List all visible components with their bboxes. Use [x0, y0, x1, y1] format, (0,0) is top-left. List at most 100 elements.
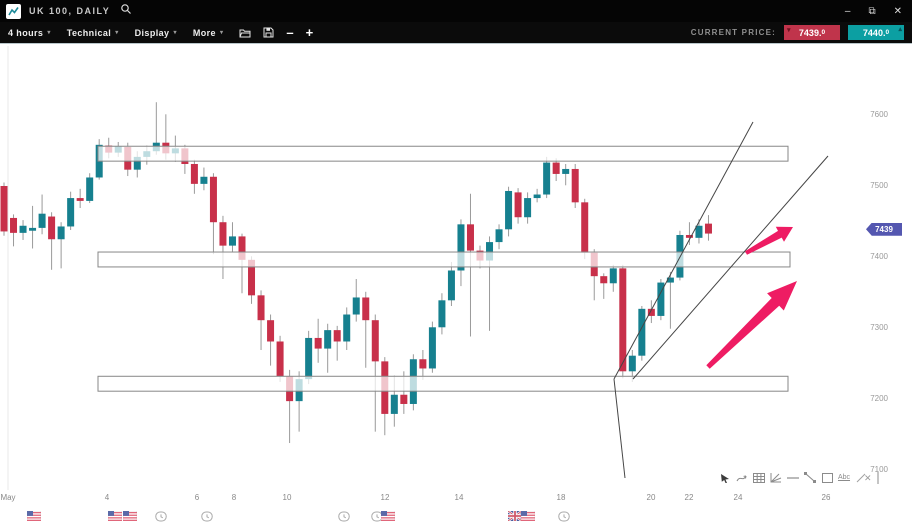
vertical-line-tool-icon[interactable]	[872, 471, 884, 484]
buy-price-button[interactable]: 7440. 0 ▴	[848, 25, 904, 40]
candle	[352, 297, 360, 315]
candle	[333, 330, 341, 342]
trendline	[613, 121, 754, 380]
cursor-tool-icon[interactable]	[719, 471, 731, 484]
angle-lines-tool-icon[interactable]	[770, 471, 782, 484]
candle	[219, 222, 227, 246]
current-price-label: CURRENT PRICE:	[690, 28, 776, 37]
candle	[457, 224, 465, 271]
candle	[638, 308, 646, 356]
save-icon[interactable]	[263, 27, 274, 38]
up-arrow-annotation	[745, 226, 793, 255]
chart-toolbar: 4 hours ▾ Technical ▾ Display ▾ More ▾ –…	[0, 22, 912, 44]
candle	[447, 270, 455, 301]
candle	[428, 327, 436, 369]
zoom-out-button[interactable]: –	[286, 25, 294, 40]
down-tick-icon: ▾	[787, 27, 791, 34]
candle	[685, 234, 693, 238]
more-menu[interactable]: More ▾	[192, 27, 224, 38]
timeframe-menu[interactable]: 4 hours ▾	[8, 27, 51, 38]
price-tick: 7100	[870, 465, 888, 474]
candle	[190, 163, 198, 184]
time-tick: 12	[380, 493, 390, 502]
axis-close-icon[interactable]: ✕	[864, 473, 872, 483]
text-tool-icon[interactable]: Abc	[837, 474, 851, 481]
chart-area[interactable]: 7600 7500 7400 7300 7200 7100 7439 May 4 6 8 10 12…	[0, 44, 912, 527]
candle	[704, 223, 712, 234]
candle	[133, 156, 141, 170]
curve-tool-icon[interactable]	[736, 471, 748, 484]
time-tick: 4	[104, 493, 110, 502]
candle	[314, 337, 322, 349]
clock-icon	[201, 511, 213, 522]
candle	[0, 186, 8, 232]
candle	[248, 259, 256, 296]
price-tick: 7600	[870, 110, 888, 119]
candle	[86, 177, 94, 201]
display-menu[interactable]: Display ▾	[134, 27, 177, 38]
candle	[657, 282, 665, 316]
candle	[647, 308, 655, 316]
candle	[38, 213, 46, 228]
us-flag-icon	[381, 511, 395, 521]
price-zone	[97, 145, 789, 162]
candle	[67, 198, 75, 227]
candle	[57, 226, 65, 240]
time-tick: 6	[194, 493, 200, 502]
trendline-tool-icon[interactable]	[804, 471, 816, 484]
drawing-toolbar: Abc	[719, 471, 884, 484]
candle	[695, 225, 703, 238]
diagonal-tool-icon[interactable]	[855, 471, 867, 484]
candle	[29, 227, 37, 231]
chevron-down-icon: ▾	[115, 30, 119, 36]
chevron-down-icon: ▾	[173, 30, 177, 36]
current-price-axis-badge: 7439	[866, 222, 902, 236]
candle	[324, 330, 332, 349]
grid-tool-icon[interactable]	[753, 471, 765, 484]
search-icon[interactable]	[120, 2, 132, 20]
technical-menu[interactable]: Technical ▾	[66, 27, 119, 38]
us-flag-icon	[108, 511, 122, 521]
us-flag-icon	[123, 511, 137, 521]
price-tick: 7400	[870, 252, 888, 261]
candle	[305, 337, 313, 380]
candle	[48, 216, 56, 240]
candle	[562, 168, 570, 174]
zoom-in-button[interactable]: +	[305, 25, 314, 40]
time-tick: 10	[282, 493, 292, 502]
time-tick: May	[0, 493, 16, 502]
candle	[343, 314, 351, 342]
candlestick-plot	[0, 46, 829, 490]
candle	[619, 268, 627, 372]
candle	[486, 242, 494, 261]
time-tick: 14	[454, 493, 464, 502]
trendline	[632, 155, 829, 380]
minimize-button[interactable]: –	[844, 5, 851, 17]
sell-price-button[interactable]: ▾ 7439. 0	[784, 25, 840, 40]
candle	[10, 217, 18, 233]
candle	[609, 268, 617, 284]
candle	[543, 162, 551, 195]
candle	[571, 168, 579, 203]
candle	[19, 225, 27, 233]
candle	[514, 192, 522, 218]
open-folder-icon[interactable]	[239, 28, 251, 38]
candle	[552, 162, 560, 174]
candle	[628, 355, 636, 372]
uk-flag-icon	[508, 511, 522, 521]
candle	[524, 198, 532, 218]
trendline	[613, 378, 626, 479]
candle	[257, 295, 265, 321]
chart-title: UK 100, DAILY	[29, 6, 111, 16]
time-tick: 20	[646, 493, 656, 502]
up-tick-icon: ▴	[898, 26, 902, 33]
popout-button[interactable]: ⧉	[868, 5, 876, 17]
horizontal-line-tool-icon[interactable]	[787, 471, 799, 484]
time-tick: 22	[684, 493, 694, 502]
close-button[interactable]: ✕	[893, 5, 902, 17]
price-tick: 7200	[870, 394, 888, 403]
candle	[600, 276, 608, 284]
rectangle-tool-icon[interactable]	[821, 471, 833, 484]
price-zone	[97, 251, 791, 268]
candle	[438, 300, 446, 328]
